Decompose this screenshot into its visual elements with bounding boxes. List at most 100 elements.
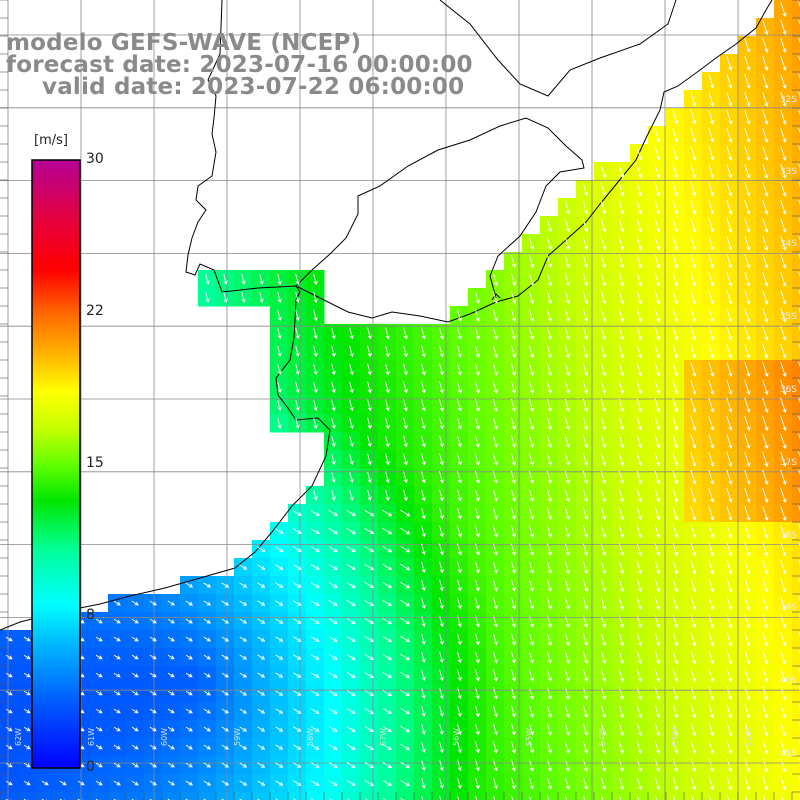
wind-speed-cell [90,792,109,800]
wind-arrow [528,290,535,304]
wind-arrow [277,273,282,285]
wind-arrow [762,199,769,215]
wind-arrow [5,690,13,696]
wind-arrow [636,794,640,800]
wind-arrow [582,236,589,251]
wind-arrow [582,777,589,790]
wind-arrow [546,326,553,340]
wind-arrow [708,740,715,755]
wind-arrow [167,618,175,624]
wind-arrow [400,635,411,643]
wind-arrow [492,435,498,448]
wind-arrow [5,636,13,642]
wind-arrow [726,109,733,125]
wind-arrow [726,361,733,378]
wind-arrow [113,708,121,714]
wind-speed-cell [792,756,800,775]
wind-speed-cell [792,450,800,469]
wind-arrow [310,798,315,800]
wind-arrow [546,488,553,502]
wind-arrow [564,596,571,610]
wind-arrow [310,780,320,786]
wind-arrow [618,308,625,323]
wind-arrow [456,525,462,538]
wind-arrow [364,708,374,714]
wind-arrow [385,489,390,502]
wind-arrow [600,164,607,179]
wind-speed-cell [522,792,541,800]
wind-arrow [257,690,266,696]
wind-arrow [293,618,302,624]
wind-arrow [618,722,625,736]
wind-arrow [672,686,679,701]
wind-arrow [780,361,787,378]
wind-arrow [744,145,751,161]
wind-arrow [690,614,697,629]
wind-arrow [762,217,769,233]
wind-arrow [400,581,411,589]
wind-arrow [492,272,498,286]
wind-arrow [564,326,571,341]
wind-speed-cell [792,630,800,649]
wind-arrow [528,561,534,574]
wind-arrow [221,618,230,624]
wind-arrow [528,470,534,484]
wind-arrow [221,636,229,642]
wind-arrow [690,505,697,521]
wind-arrow [690,397,697,413]
wind-arrow [310,528,320,534]
wind-arrow [331,345,336,358]
wind-arrow [708,758,715,773]
wind-arrow [310,546,320,552]
wind-arrow [672,650,679,665]
wind-arrow [292,564,302,570]
wind-arrow [690,182,697,197]
wind-arrow [438,381,444,394]
wind-arrow [564,777,570,790]
wind-arrow [546,578,552,592]
wind-arrow [546,669,552,682]
wind-arrow [439,597,444,610]
wind-arrow [654,272,661,287]
wind-arrow [618,578,625,593]
wind-arrow [600,200,607,215]
wind-arrow [600,722,607,736]
wind-arrow [618,650,625,664]
wind-arrow [636,776,643,790]
wind-speed-cell [792,558,800,577]
wind-arrow [149,600,157,606]
wind-arrow [564,542,571,556]
wind-arrow [690,290,697,305]
wind-arrow [654,380,661,395]
wind-arrow [582,182,589,197]
wind-arrow [546,452,553,466]
wind-arrow [492,669,498,682]
wind-arrow [382,527,393,535]
wind-arrow [167,672,175,678]
wind-speed-cell [792,522,800,541]
longitude-label: 57W [379,727,388,746]
wind-arrow [636,506,643,521]
wind-arrow [564,687,570,700]
wind-arrow [654,128,661,143]
wind-arrow [798,578,800,584]
wind-arrow [167,780,175,786]
wind-arrow [564,308,571,323]
wind-arrow [456,435,462,448]
wind-arrow [672,668,679,683]
wind-arrow [510,507,516,520]
wind-arrow [275,654,284,660]
wind-arrow [672,542,679,557]
wind-arrow [474,435,480,448]
wind-arrow [546,759,552,772]
wind-arrow [780,217,787,233]
wind-arrow [582,200,589,215]
wind-arrow [328,582,338,588]
wind-arrow [600,272,607,287]
wind-arrow [474,471,480,484]
wind-arrow [618,740,625,754]
wind-arrow [474,417,480,430]
wind-speed-cell [792,0,800,19]
wind-arrow [762,253,769,269]
wind-arrow [113,762,121,768]
